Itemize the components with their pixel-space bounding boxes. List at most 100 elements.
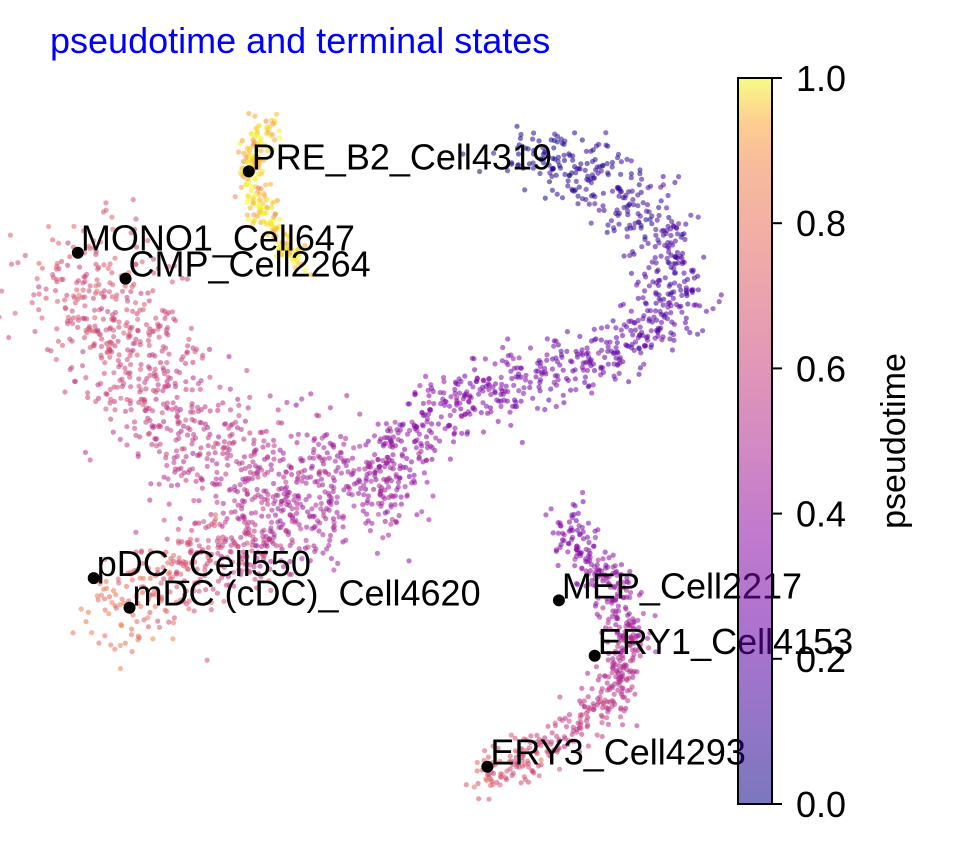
scatter-point xyxy=(343,537,349,543)
scatter-point xyxy=(377,488,383,494)
scatter-point xyxy=(356,466,362,472)
scatter-point xyxy=(635,211,641,217)
scatter-point xyxy=(536,138,542,144)
scatter-point xyxy=(514,764,520,770)
scatter-point xyxy=(205,537,211,544)
scatter-point xyxy=(693,302,699,308)
scatter-point xyxy=(208,511,214,518)
scatter-point xyxy=(133,336,139,342)
scatter-point xyxy=(242,498,248,504)
scatter-point xyxy=(633,633,639,639)
scatter-point xyxy=(616,663,622,669)
scatter-point xyxy=(236,402,242,408)
scatter-point xyxy=(343,435,349,442)
scatter-point xyxy=(376,464,382,470)
scatter-point xyxy=(298,526,304,532)
scatter-point xyxy=(402,484,408,490)
scatter-point xyxy=(545,749,552,755)
scatter-point xyxy=(557,716,563,722)
scatter-point xyxy=(657,308,663,315)
scatter-point xyxy=(156,424,162,430)
scatter-point xyxy=(165,310,171,316)
scatter-point xyxy=(145,565,152,571)
scatter-point xyxy=(330,525,336,531)
scatter-point xyxy=(289,506,295,512)
scatter-point xyxy=(65,240,71,246)
scatter-point xyxy=(611,660,617,666)
scatter-point xyxy=(125,347,131,353)
scatter-point xyxy=(164,462,170,469)
scatter-point xyxy=(631,620,637,626)
scatter-point xyxy=(271,225,277,231)
scatter-point xyxy=(132,425,138,431)
scatter-point xyxy=(267,218,273,224)
scatter-point xyxy=(549,366,556,372)
scatter-point xyxy=(96,640,102,646)
scatter-point xyxy=(322,433,328,439)
scatter-point xyxy=(592,194,598,200)
scatter-point xyxy=(304,524,310,530)
scatter-point xyxy=(605,222,611,228)
scatter-point xyxy=(688,212,694,218)
scatter-point xyxy=(123,583,130,590)
scatter-point xyxy=(263,118,269,124)
scatter-point xyxy=(507,766,513,772)
scatter-point xyxy=(242,530,248,536)
scatter-point xyxy=(327,405,333,411)
scatter-point xyxy=(340,524,346,530)
scatter-point xyxy=(257,563,263,569)
scatter-point xyxy=(244,367,250,374)
scatter-point xyxy=(592,603,599,609)
scatter-point xyxy=(279,508,285,514)
scatter-point xyxy=(160,344,166,350)
scatter-point xyxy=(150,387,157,393)
scatter-point xyxy=(151,587,157,593)
scatter-point xyxy=(480,429,487,435)
scatter-point xyxy=(62,389,68,395)
scatter-point xyxy=(108,642,114,648)
scatter-point xyxy=(630,657,636,663)
scatter-point xyxy=(0,288,5,294)
scatter-point xyxy=(327,537,333,543)
scatter-point xyxy=(531,147,537,153)
scatter-point xyxy=(252,160,258,166)
scatter-point xyxy=(75,314,81,320)
scatter-point xyxy=(46,223,52,230)
scatter-point xyxy=(441,379,447,385)
scatter-point xyxy=(115,576,121,582)
scatter-point xyxy=(448,394,454,400)
scatter-point xyxy=(112,255,118,261)
scatter-point xyxy=(382,510,388,516)
scatter-point xyxy=(641,361,647,367)
scatter-point xyxy=(289,471,295,478)
scatter-point xyxy=(619,645,625,651)
scatter-point xyxy=(523,747,530,754)
scatter-point xyxy=(424,440,430,446)
scatter-point xyxy=(637,171,643,177)
scatter-point xyxy=(196,498,202,504)
scatter-point xyxy=(592,571,598,577)
scatter-point xyxy=(70,630,76,636)
scatter-point xyxy=(655,267,661,273)
scatter-point xyxy=(625,212,631,218)
scatter-point xyxy=(615,151,622,157)
scatter-point xyxy=(153,315,159,321)
scatter-point xyxy=(107,261,113,267)
scatter-point xyxy=(261,527,267,533)
scatter-point xyxy=(54,298,61,304)
scatter-point xyxy=(618,327,624,333)
scatter-point xyxy=(300,474,306,480)
scatter-point xyxy=(134,568,140,574)
scatter-point xyxy=(361,492,367,498)
scatter-point xyxy=(122,640,128,646)
scatter-point xyxy=(591,367,598,374)
scatter-point xyxy=(214,481,220,487)
scatter-point xyxy=(130,347,136,353)
scatter-point xyxy=(593,664,600,670)
scatter-point xyxy=(619,685,626,691)
scatter-point xyxy=(518,398,524,404)
scatter-point xyxy=(135,600,141,607)
scatter-point xyxy=(553,338,559,344)
scatter-point xyxy=(345,469,351,475)
scatter-point xyxy=(275,420,282,426)
